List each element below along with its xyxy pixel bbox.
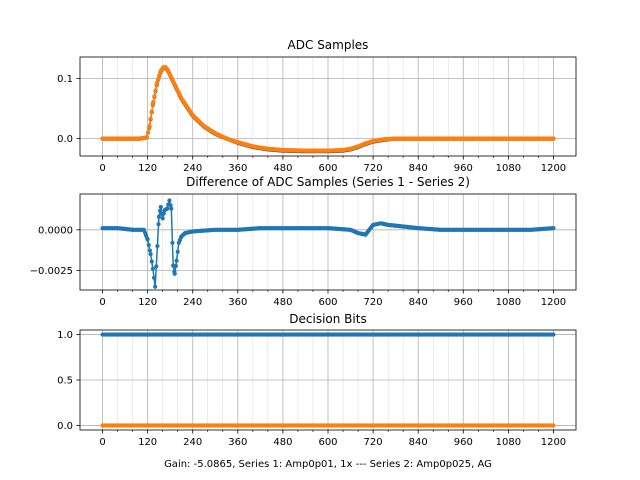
x-tick-label: 840 [409,297,428,308]
data-point [150,266,155,271]
data-point [156,77,161,82]
plot-area [100,198,556,289]
data-point [153,284,158,289]
x-tick-label: 720 [364,437,383,448]
adc-samples-title: ADC Samples [288,38,369,52]
data-point [170,240,175,245]
data-point [174,258,179,263]
x-tick-label: 1080 [496,163,521,174]
data-point [147,123,152,129]
x-tick-label: 360 [228,437,247,448]
series-1 [100,198,556,289]
x-tick-label: 0 [99,297,105,308]
data-point [551,423,556,428]
data-point [154,264,159,269]
x-tick-label: 480 [273,297,292,308]
decision-bits-panel: Decision Bits 0 120 240 360 480 600 720 840 960 1… [57,312,577,448]
x-tick-label: 720 [364,297,383,308]
data-point [551,136,556,141]
series-2 [100,65,556,153]
data-point [173,263,178,269]
data-point [148,116,153,121]
data-point [155,243,160,249]
x-tick-label: 360 [228,297,247,308]
data-point [168,203,173,208]
x-tick-label: 120 [138,437,157,448]
data-point [161,211,166,216]
data-point [144,135,149,140]
x-tick-label: 120 [138,297,157,308]
x-tick-label: 0 [99,437,105,448]
x-tick-label: 600 [318,297,337,308]
x-tick-label: 600 [318,163,337,174]
data-point [148,252,153,257]
data-point [153,88,158,93]
axes-frame [79,329,577,431]
y-tick-label: 0.1 [57,74,73,85]
y-tick-label: 1.0 [57,330,73,341]
x-tick-label: 1200 [541,437,566,448]
data-point [149,259,154,264]
x-tick-label: 360 [228,163,247,174]
adc-samples-panel: ADC Samples 0 120 240 360 480 600 720 840 960 108… [57,38,577,174]
difference-title: Difference of ADC Samples (Series 1 - Se… [186,175,470,189]
x-tick-label: 600 [318,437,337,448]
x-tick-label: 1200 [541,297,566,308]
data-point [157,73,162,78]
y-tick-label: 0.0 [57,134,73,145]
data-point [149,109,154,114]
x-tick-label: 240 [183,437,202,448]
y-tick-label: 0.0000 [38,225,73,236]
x-tick-label: 960 [454,297,473,308]
data-point [175,249,180,254]
footer-caption: Gain: -5.0865, Series 1: Amp0p01, 1x ---… [164,459,492,470]
x-tick-label: 840 [409,163,428,174]
plot-area [100,65,556,154]
data-point [165,206,170,211]
axes-frame [79,56,577,157]
data-point [145,237,150,242]
x-tick-label: 840 [409,437,428,448]
axes-frame [79,193,577,291]
x-tick-label: 240 [183,163,202,174]
data-point [152,94,157,99]
x-tick-label: 960 [454,163,473,174]
x-tick-label: 1080 [496,297,521,308]
y-tick-label: 0.0 [57,421,73,432]
x-tick-label: 240 [183,297,202,308]
x-tick-label: 720 [364,163,383,174]
x-tick-label: 1200 [541,163,566,174]
data-point [169,206,174,211]
data-point [158,204,163,210]
data-point [167,198,172,203]
series-2 [100,423,556,428]
series-1 [100,332,556,337]
x-tick-label: 1080 [496,437,521,448]
data-point [146,242,151,248]
plot-area [100,332,556,428]
x-tick-label: 960 [454,437,473,448]
difference-panel: Difference of ADC Samples (Series 1 - Se… [30,175,577,308]
data-point [551,332,556,337]
y-tick-label: −0.0025 [30,266,73,277]
data-point [156,222,161,227]
y-tick-label: 0.5 [57,376,73,387]
x-tick-label: 120 [138,163,157,174]
x-tick-label: 0 [99,163,105,174]
data-point [156,214,162,219]
data-point [147,248,152,253]
data-point [151,99,156,105]
data-point [145,130,151,135]
data-point [151,275,157,280]
x-tick-label: 480 [273,437,292,448]
data-point [172,271,177,276]
data-point [551,226,556,231]
decision-bits-title: Decision Bits [289,312,366,326]
data-point [160,216,165,221]
data-point [154,80,160,85]
x-tick-label: 480 [273,163,292,174]
